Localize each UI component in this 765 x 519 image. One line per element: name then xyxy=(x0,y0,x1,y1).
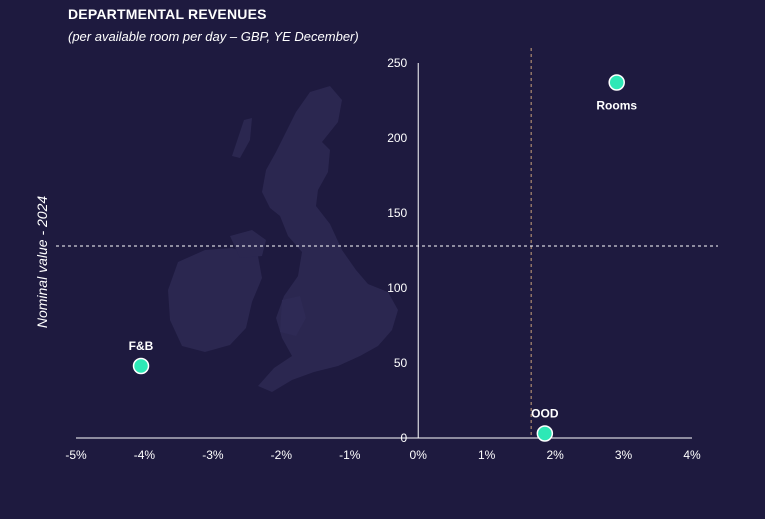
northern-ireland-shape xyxy=(230,230,266,258)
x-tick-label: -1% xyxy=(339,448,361,462)
reference-lines xyxy=(56,48,718,438)
y-tick-label: 0 xyxy=(401,431,408,445)
ireland-shape xyxy=(168,248,262,352)
x-tick-label: -5% xyxy=(65,448,87,462)
x-tick-label: -2% xyxy=(271,448,293,462)
data-points: Rooms F&B OOD xyxy=(129,74,637,442)
data-point xyxy=(132,357,150,375)
x-tick-label: 2% xyxy=(546,448,564,462)
y-tick-label: 250 xyxy=(387,56,407,70)
x-tick-label: 3% xyxy=(615,448,633,462)
y-tick-label: 50 xyxy=(394,356,408,370)
hebrides-shape xyxy=(232,118,252,158)
great-britain-shape xyxy=(258,86,398,392)
data-point-label: Rooms xyxy=(596,99,637,113)
chart-subtitle: (per available room per day – GBP, YE De… xyxy=(68,29,359,44)
data-point-label: F&B xyxy=(129,339,154,353)
x-tick-labels: -5% -4% -3% -2% -1% 0% 1% 2% 3% 4% xyxy=(65,448,701,462)
chart-title: DEPARTMENTAL REVENUES xyxy=(68,6,267,22)
x-tick-label: -4% xyxy=(134,448,156,462)
uk-map-background xyxy=(168,86,398,392)
y-tick-label: 100 xyxy=(387,281,407,295)
y-tick-label: 200 xyxy=(387,131,407,145)
x-tick-label: 1% xyxy=(478,448,496,462)
axes-layer xyxy=(76,63,692,439)
x-tick-label: 4% xyxy=(683,448,701,462)
x-tick-label: 0% xyxy=(410,448,428,462)
x-tick-label: -3% xyxy=(202,448,224,462)
data-point-label: OOD xyxy=(531,407,559,421)
wales-shape xyxy=(280,296,306,336)
data-point xyxy=(536,425,554,442)
data-point xyxy=(608,74,625,91)
y-tick-label: 150 xyxy=(387,206,407,220)
y-tick-labels: 0 50 100 150 200 250 xyxy=(387,56,407,445)
